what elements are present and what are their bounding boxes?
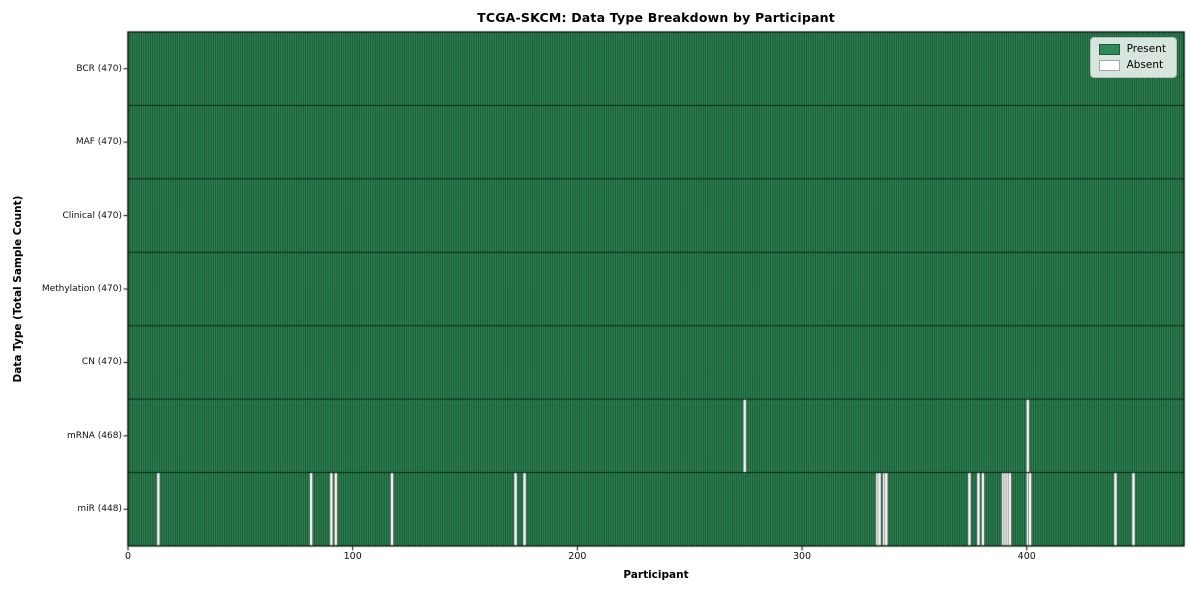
x-tick-label: 300 xyxy=(792,551,812,562)
x-axis-title: Participant xyxy=(623,569,689,581)
legend-item-present: Present xyxy=(1098,43,1166,55)
legend-label-present: Present xyxy=(1126,43,1166,55)
y-tick-label-cn: CN (470) xyxy=(81,357,122,368)
legend-swatch-present xyxy=(1098,44,1120,55)
y-tick-label-maf: MAF (470) xyxy=(75,137,122,148)
x-tick-label: 100 xyxy=(343,551,362,562)
chart-title: TCGA-SKCM: Data Type Breakdown by Partic… xyxy=(477,10,835,25)
x-tick-label: 400 xyxy=(1017,551,1036,562)
y-tick-label-methylation: Methylation (470) xyxy=(41,284,122,294)
legend-label-absent: Absent xyxy=(1126,59,1164,71)
legend: Present Absent xyxy=(1089,37,1177,78)
x-tick-label: 0 xyxy=(124,551,132,562)
x-tick-label: 200 xyxy=(568,551,587,562)
y-tick-label-mrna: mRNA (468) xyxy=(67,430,122,441)
legend-swatch-absent xyxy=(1098,60,1120,71)
y-tick-label-bcr: BCR (470) xyxy=(76,63,122,74)
y-tick-label-mir: miR (448) xyxy=(77,504,122,515)
legend-item-absent: Absent xyxy=(1098,59,1166,71)
y-tick-label-clinical: Clinical (470) xyxy=(62,210,122,221)
